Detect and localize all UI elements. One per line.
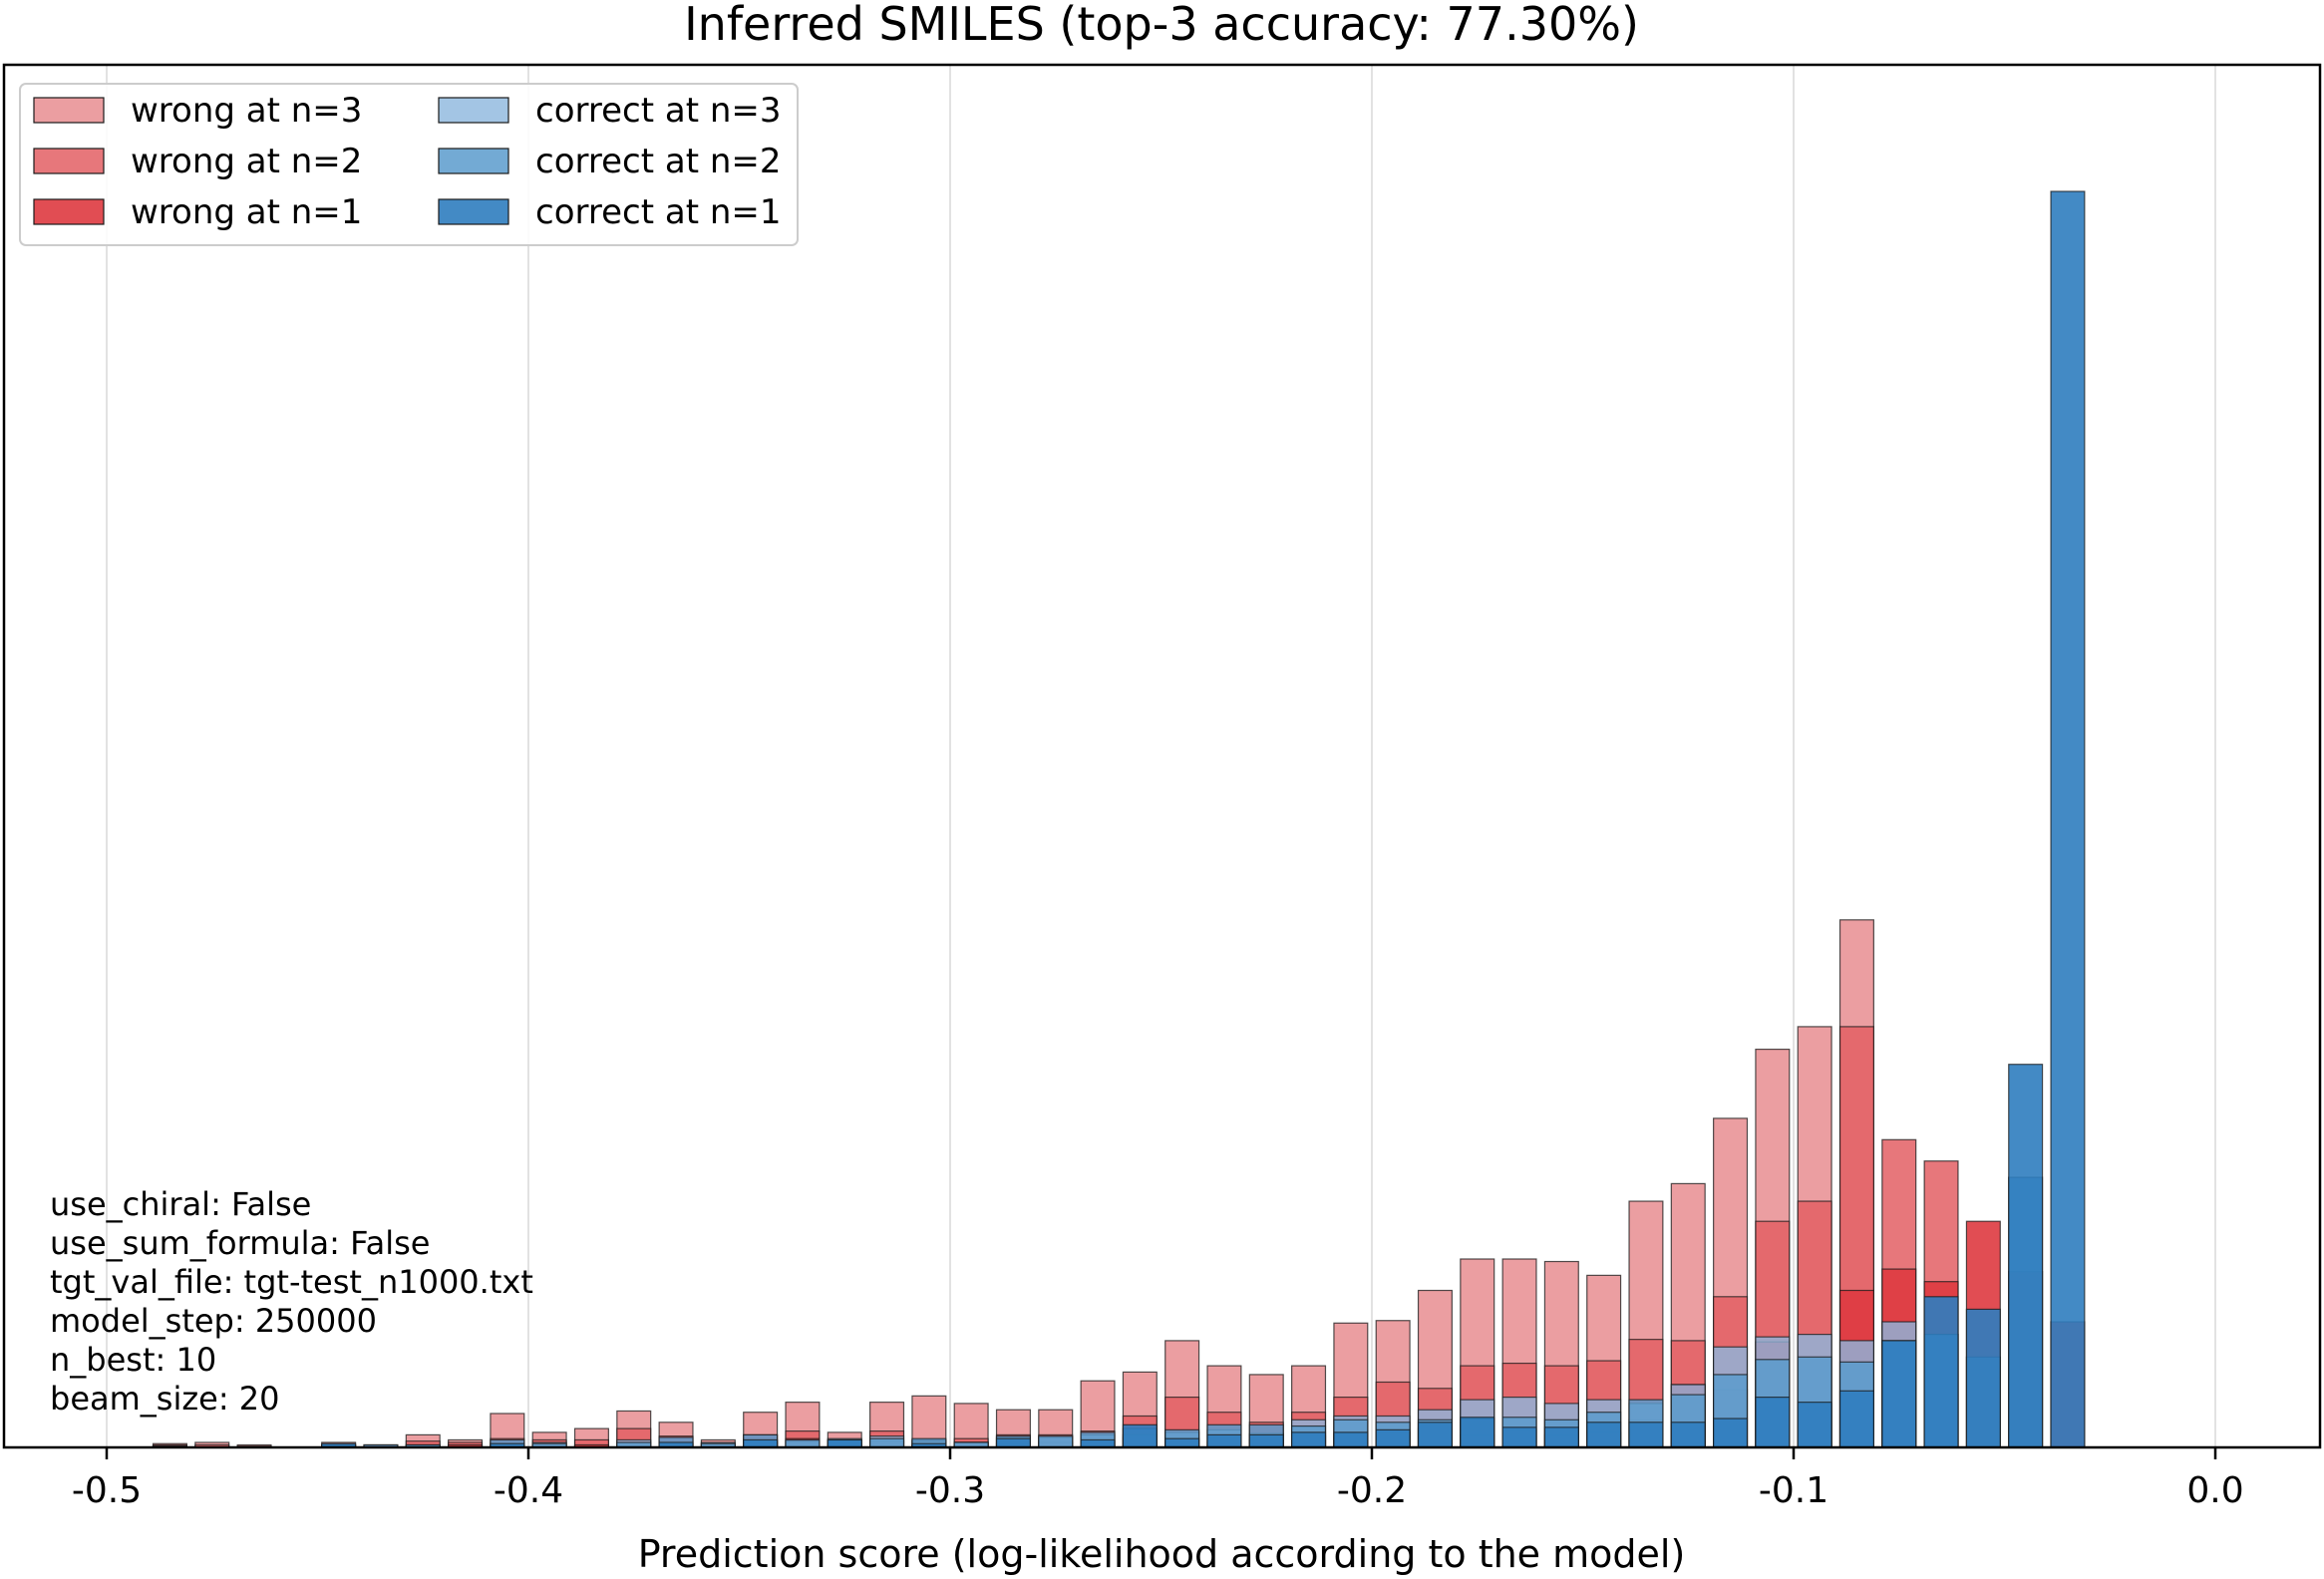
annotation-line: use_chiral: False [50, 1185, 311, 1223]
annotation-line: model_step: 250000 [50, 1302, 377, 1340]
histogram-bar [1543, 1426, 1579, 1448]
histogram-bar [1628, 1421, 1664, 1448]
legend-swatch [33, 97, 105, 124]
histogram-bar [1501, 1426, 1537, 1448]
chart-title: Inferred SMILES (top-3 accuracy: 77.30%) [684, 0, 1639, 51]
legend-swatch [438, 148, 509, 174]
histogram-bar [1965, 1308, 2001, 1448]
histogram-bar [1797, 1402, 1832, 1448]
series-correct-at-n-1 [321, 190, 2086, 1448]
x-tick-label: -0.5 [72, 1470, 142, 1511]
histogram-bar [1291, 1431, 1327, 1448]
histogram-bar [1670, 1421, 1706, 1448]
legend-label: wrong at n=3 [131, 91, 362, 131]
histogram-bar [1417, 1421, 1453, 1448]
x-axis-ticks: -0.5 -0.4 -0.3 -0.2 -0.1 0.0 [72, 1447, 2244, 1511]
x-axis-title: Prediction score (log-likelihood accordi… [638, 1532, 1686, 1576]
x-tick-label: 0.0 [2186, 1470, 2243, 1511]
histogram-bar [2050, 190, 2086, 1448]
histogram-bars [152, 190, 2086, 1448]
histogram-bar [1460, 1417, 1495, 1448]
histogram-bar [1586, 1421, 1622, 1448]
histogram-bar [1248, 1433, 1284, 1448]
histogram-bar [1122, 1423, 1158, 1448]
legend-label: wrong at n=1 [131, 192, 362, 232]
histogram-bar [2008, 1064, 2044, 1448]
histogram-bar [1755, 1396, 1791, 1448]
histogram-bar [995, 1437, 1031, 1448]
grid-lines [106, 65, 2216, 1447]
histogram-bar [1375, 1428, 1411, 1448]
legend-swatch [33, 148, 105, 174]
legend-swatch [33, 198, 105, 225]
legend: wrong at n=3 correct at n=3 wrong at n=2 co… [19, 83, 799, 246]
plot-area-frame [2, 63, 2322, 1449]
x-tick-label: -0.3 [915, 1470, 985, 1511]
legend-label: wrong at n=2 [131, 142, 362, 181]
histogram-bar [1333, 1431, 1369, 1448]
x-tick-label: -0.2 [1337, 1470, 1407, 1511]
legend-swatch [438, 198, 509, 225]
histogram-bar [1838, 1390, 1874, 1448]
legend-label: correct at n=3 [535, 91, 782, 131]
legend-swatch [438, 97, 509, 124]
histogram-bar [869, 1437, 905, 1448]
x-tick-label: -0.4 [494, 1470, 563, 1511]
histogram-bar [1923, 1296, 1959, 1448]
annotation-line: tgt_val_file: tgt-test_n1000.txt [50, 1263, 533, 1301]
legend-label: correct at n=2 [535, 142, 782, 181]
annotation-line: use_sum_formula: False [50, 1224, 430, 1262]
histogram-bar [1713, 1418, 1749, 1448]
legend-frame [19, 83, 799, 246]
histogram-bar [1881, 1340, 1917, 1448]
legend-label: correct at n=1 [535, 192, 782, 232]
histogram-bar [1038, 1435, 1074, 1448]
annotation-line: n_best: 10 [50, 1341, 216, 1379]
histogram-bar [1164, 1437, 1200, 1448]
histogram-bar [1206, 1433, 1242, 1448]
annotation-line: beam_size: 20 [50, 1380, 280, 1418]
x-tick-label: -0.1 [1759, 1470, 1828, 1511]
